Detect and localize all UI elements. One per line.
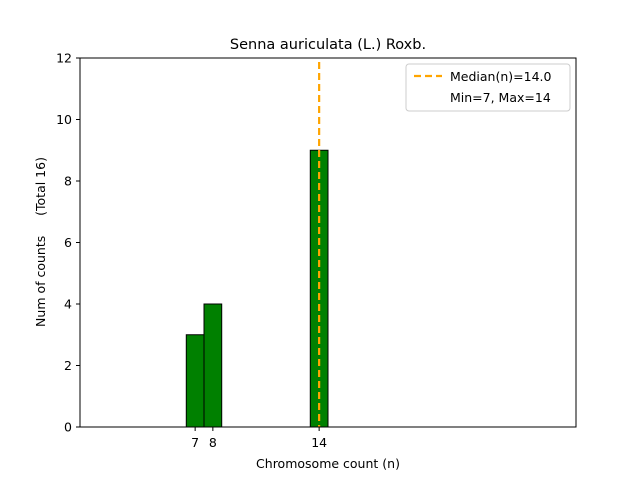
y-tick-label-2: 2 [64,358,72,373]
legend-median-label: Median(n)=14.0 [450,69,551,84]
y-tick-label-10: 10 [56,112,72,127]
y-tick-label-12: 12 [56,51,72,66]
x-tick-label-14: 14 [311,435,327,450]
legend: Median(n)=14.0 Min=7, Max=14 [405,63,571,112]
y-axis-label: Num of counts (Total 16) [33,157,48,327]
legend-minmax-label: Min=7, Max=14 [450,90,551,105]
x-axis-label: Chromosome count (n) [256,456,400,471]
x-tick-label-8: 8 [209,435,217,450]
legend-box [405,63,571,112]
y-tick-label-8: 8 [64,174,72,189]
bar-8 [203,303,223,428]
y-tick-label-4: 4 [64,297,72,312]
bar-7 [185,334,205,428]
y-tick-label-0: 0 [64,420,72,435]
bars-group [185,149,329,428]
x-tick-label-7: 7 [191,435,199,450]
y-tick-label-6: 6 [64,235,72,250]
chart-title: Senna auriculata (L.) Roxb. [230,37,426,53]
